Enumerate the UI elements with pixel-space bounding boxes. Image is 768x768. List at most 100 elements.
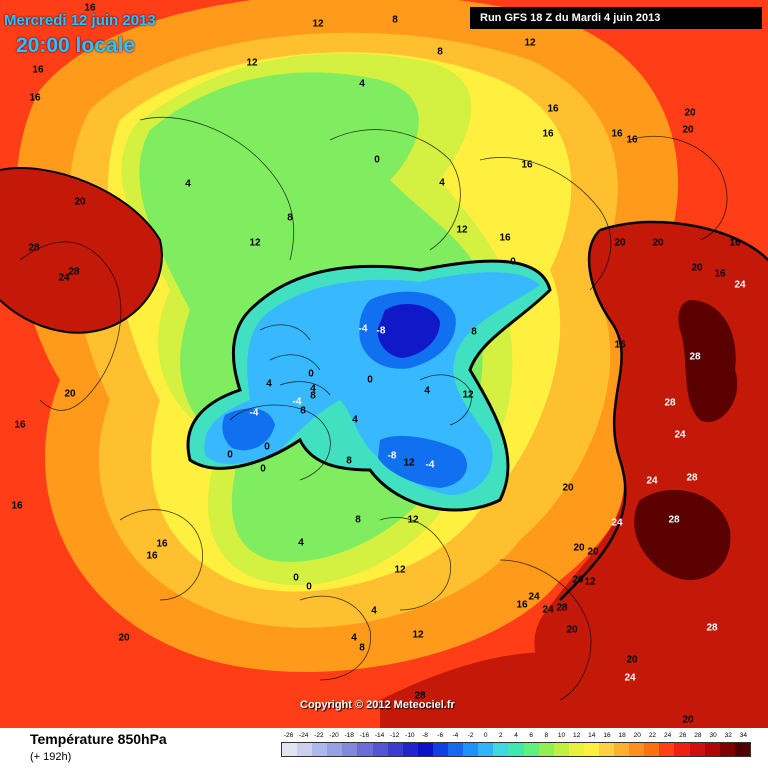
color-scale-swatch: [734, 743, 750, 756]
isotherm-label: 4: [424, 385, 430, 397]
color-scale-swatch: [629, 743, 645, 756]
isotherm-label: 20: [118, 632, 130, 644]
isotherm-label: 12: [584, 576, 596, 588]
color-scale-swatch: [282, 743, 298, 756]
isotherm-label: 20: [74, 196, 86, 208]
forecast-date: Mercredi 12 juin 2013: [4, 12, 156, 29]
isotherm-label: 24: [734, 279, 746, 291]
color-scale-swatch: [719, 743, 735, 756]
color-scale-tick: -6: [437, 732, 444, 739]
color-scale-tick: 26: [679, 732, 687, 739]
isotherm-label: 0: [308, 368, 314, 380]
isotherm-label: 20: [682, 124, 694, 136]
color-scale-swatch: [372, 743, 388, 756]
color-scale-swatch: [327, 743, 343, 756]
isotherm-label: 24: [542, 604, 554, 616]
color-scale-tick: 12: [573, 732, 581, 739]
isotherm-label: 24: [674, 429, 686, 441]
isotherm-label: 4: [371, 605, 377, 617]
isotherm-label: 16: [547, 103, 559, 115]
isotherm-label: 4: [351, 632, 357, 644]
isotherm-label: 28: [68, 266, 80, 278]
isotherm-label: 16: [156, 538, 168, 550]
isotherm-label: 16: [516, 599, 528, 611]
isotherm-label: 16: [626, 134, 638, 146]
color-scale-tick: -14: [374, 732, 385, 739]
isotherm-label: 0: [306, 581, 312, 593]
isotherm-label: 20: [566, 624, 578, 636]
isotherm-label: 12: [246, 57, 258, 69]
isotherm-label: 20: [572, 574, 584, 586]
isotherm-label: 16: [14, 419, 26, 431]
very-hot-zone-east: [634, 300, 738, 580]
isotherm-label: 8: [437, 46, 443, 58]
isotherm-label: 12: [394, 564, 406, 576]
isotherm-label: 20: [682, 714, 694, 726]
isotherm-label: 12: [249, 237, 261, 249]
map-legend: Température 850hPa (+ 192h) -26 -24 -22 -20…: [0, 728, 768, 768]
twenty-degree-contour-east: [559, 220, 768, 601]
zero-degree-contour: [186, 259, 552, 512]
color-scale-swatch: [312, 743, 328, 756]
isotherm-label: 28: [414, 690, 426, 702]
isotherm-label: -4: [358, 323, 368, 335]
color-scale-swatch: [402, 743, 418, 756]
isotherm-label: 16: [146, 550, 158, 562]
color-scale-swatch: [598, 743, 615, 756]
isotherm-label: 20: [587, 546, 599, 558]
color-scale-swatch: [297, 743, 313, 756]
color-scale-tick: 28: [694, 732, 702, 739]
color-scale-swatch: [674, 743, 690, 756]
isotherm-label: 0: [293, 572, 299, 584]
isotherm-label: 20: [64, 388, 76, 400]
isotherm-label: 12: [403, 457, 415, 469]
color-scale-tick: 10: [557, 732, 566, 739]
color-scale-tick: -16: [359, 732, 370, 739]
color-scale-tick: 16: [603, 732, 611, 739]
color-scale-tick: 8: [544, 732, 549, 739]
color-scale-tick: -20: [329, 732, 339, 739]
isotherm-label: -4: [292, 396, 302, 408]
twenty-degree-contour-west: [0, 167, 163, 334]
isotherm-label: 16: [84, 2, 96, 14]
isotherm-label: 16: [729, 237, 741, 249]
isotherm-label: 20: [562, 482, 574, 494]
isotherm-label: 28: [706, 622, 718, 634]
color-scale-tick: -8: [422, 732, 428, 739]
temperature-field: [0, 0, 768, 728]
color-scale-swatch: [659, 743, 675, 756]
color-scale-tick: -10: [405, 732, 415, 739]
color-scale-swatch: [342, 743, 358, 756]
isotherm-label: 24: [624, 672, 636, 684]
color-scale-tick: 14: [588, 732, 596, 739]
color-scale-tick: 4: [514, 732, 518, 739]
color-scale-tick: 30: [709, 732, 717, 739]
isotherm-label: 16: [499, 232, 511, 244]
isotherm-label: 16: [611, 128, 623, 140]
color-scale-tick: 18: [618, 732, 626, 739]
isotherm-label: 28: [668, 514, 680, 526]
isotherm-label: 20: [573, 542, 585, 554]
isotherm-label: 8: [346, 455, 352, 467]
light-blue-zone: [204, 272, 541, 495]
isotherm-label: 28: [664, 397, 676, 409]
isotherm-label: 28: [686, 472, 698, 484]
color-scale-tick: -22: [314, 732, 324, 739]
isotherm-label: 4: [266, 378, 272, 390]
color-scale-swatch: [644, 743, 660, 756]
isotherm-label: 4: [310, 383, 316, 395]
deep-blue-zone: [377, 303, 440, 358]
isotherm-label: 0: [264, 441, 270, 453]
color-scale-tick: 2: [499, 732, 503, 739]
isotherm-label: 4: [359, 78, 365, 90]
isotherm-label: 16: [714, 268, 726, 280]
isotherm-label: 12: [312, 18, 324, 30]
isotherm-label: 24: [646, 475, 658, 487]
isotherm-label: 8: [392, 14, 398, 26]
color-scale-swatch: [583, 743, 599, 756]
isotherm-label: -4: [425, 459, 435, 471]
isotherm-label: 0: [510, 256, 516, 268]
isotherm-label: 0: [260, 463, 266, 475]
forecast-local-time: 20:00 locale: [16, 34, 136, 57]
color-scale-tick: -18: [344, 732, 354, 739]
